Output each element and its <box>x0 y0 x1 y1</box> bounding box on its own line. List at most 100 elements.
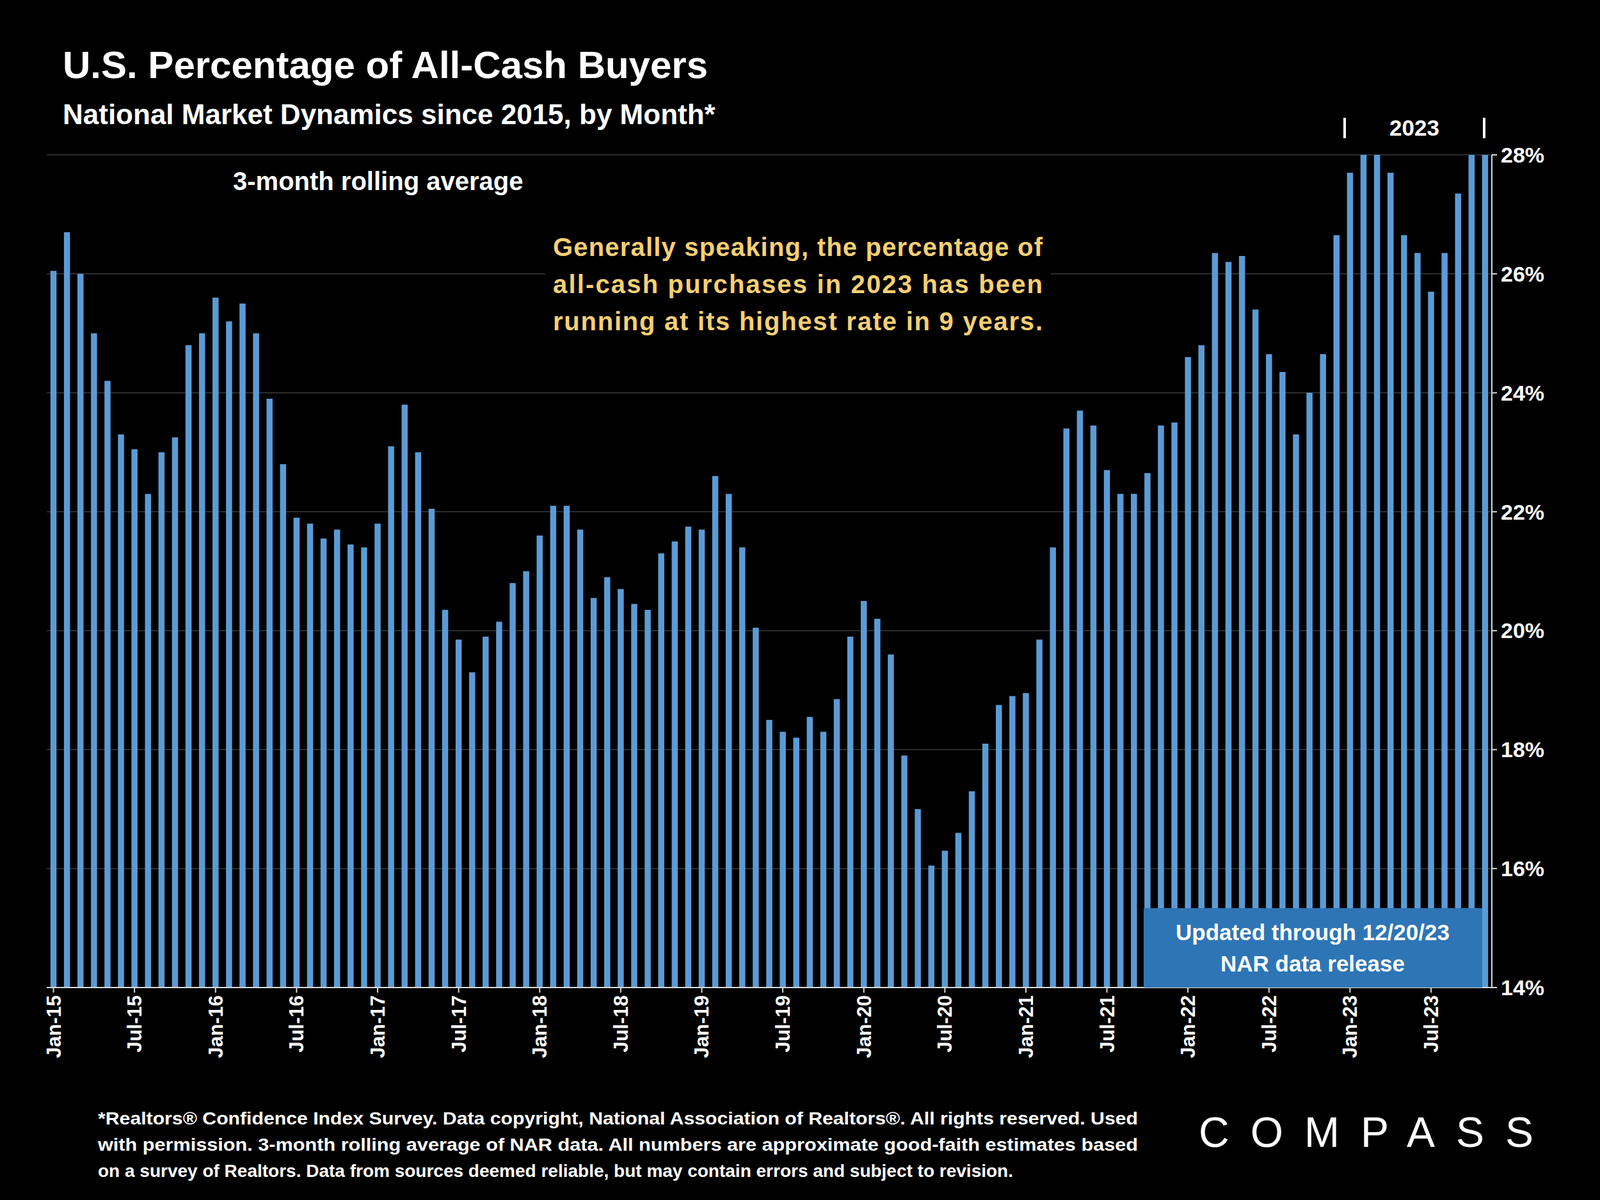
rolling-note: 3-month rolling average <box>232 167 523 196</box>
x-tick <box>295 987 297 993</box>
bar <box>887 654 895 988</box>
x-tick <box>458 987 460 993</box>
bar <box>779 731 786 988</box>
x-tick <box>1349 987 1351 993</box>
y-tick <box>1491 154 1497 156</box>
bar <box>1374 154 1381 988</box>
bar <box>1306 392 1313 988</box>
bar <box>415 452 422 988</box>
bar <box>820 731 827 988</box>
bar <box>199 333 206 988</box>
bar <box>955 832 962 988</box>
bar <box>1265 353 1273 988</box>
bar <box>1022 693 1030 988</box>
bar <box>766 720 773 988</box>
bar <box>1468 154 1476 988</box>
bar <box>874 618 881 988</box>
footnote: on a survey of Realtors. Data from sourc… <box>97 1160 1014 1181</box>
bar <box>185 344 192 988</box>
x-tick-label: Jan-21 <box>1015 995 1038 1058</box>
bar <box>252 333 260 988</box>
x-tick-label: Jan-17 <box>366 995 390 1058</box>
bar <box>347 544 354 988</box>
bar <box>428 508 436 988</box>
x-tick <box>1268 987 1270 993</box>
subtitle: National Market Dynamics since 2015, by … <box>62 98 717 130</box>
bar <box>685 526 692 988</box>
period-label: 2023 <box>1389 115 1440 141</box>
bar <box>1239 256 1246 988</box>
bar <box>1252 309 1259 988</box>
bar <box>158 452 166 988</box>
bar <box>563 505 571 988</box>
footnote: *Realtors® Confidence Index Survey. Data… <box>97 1108 1138 1129</box>
x-tick-label: Jan-19 <box>690 995 713 1058</box>
bar <box>442 609 449 988</box>
bar <box>360 547 368 988</box>
bar <box>1063 428 1071 988</box>
bar <box>860 600 868 988</box>
y-tick <box>1491 629 1497 632</box>
grid-line <box>46 154 1492 156</box>
grid-line <box>46 630 1492 632</box>
bar <box>1279 371 1286 988</box>
bar <box>1090 425 1097 988</box>
bar <box>1212 252 1219 988</box>
bar <box>307 523 314 988</box>
bar <box>482 636 489 988</box>
x-tick-label: Jul-23 <box>1420 995 1443 1053</box>
bar <box>577 529 584 988</box>
bar <box>104 380 111 988</box>
bar <box>172 437 179 988</box>
y-tick <box>1491 986 1497 989</box>
bar <box>657 553 665 988</box>
x-tick <box>1187 987 1189 993</box>
x-tick <box>376 987 379 993</box>
x-tick-label: Jan-23 <box>1338 995 1362 1058</box>
bar <box>942 850 949 988</box>
grid-line <box>46 511 1492 513</box>
x-tick <box>863 987 865 993</box>
bar <box>995 705 1003 988</box>
bar <box>1184 357 1192 988</box>
bar <box>833 698 841 988</box>
bar <box>631 604 638 988</box>
x-tick-label: Jan-22 <box>1176 995 1200 1058</box>
bar <box>212 297 219 988</box>
bar <box>50 270 57 988</box>
x-tick-label: Jan-16 <box>204 995 228 1058</box>
x-tick-label: Jan-15 <box>42 995 66 1058</box>
highlight-note: all-cash purchases in 2023 has been <box>552 270 1043 299</box>
title: U.S. Percentage of All-Cash Buyers <box>62 43 708 87</box>
grid-line <box>46 392 1492 394</box>
y-tick <box>1491 867 1497 870</box>
bar <box>739 547 746 988</box>
bar <box>1400 234 1408 988</box>
highlight-note: Generally speaking, the percentage of <box>552 232 1044 262</box>
bar <box>672 541 679 988</box>
x-tick <box>700 987 703 993</box>
x-tick <box>1025 987 1027 993</box>
x-tick-label: Jan-18 <box>528 995 552 1058</box>
bar <box>509 583 516 988</box>
y-tick <box>1491 748 1497 751</box>
x-tick <box>215 987 217 993</box>
bar <box>1171 422 1178 988</box>
bar <box>1427 291 1435 988</box>
bar <box>131 449 138 988</box>
footnote: with permission. 3-month rolling average… <box>97 1134 1138 1155</box>
bar <box>1482 154 1489 988</box>
x-tick <box>782 987 784 993</box>
bar <box>469 672 476 988</box>
bar <box>64 232 71 988</box>
bar <box>117 434 125 988</box>
y-tick <box>1491 511 1497 513</box>
bar <box>1347 172 1354 988</box>
bar <box>496 621 503 988</box>
x-tick <box>620 987 622 993</box>
bar <box>280 464 287 988</box>
bar <box>1414 252 1421 988</box>
bar <box>1441 252 1448 988</box>
x-tick-label: Jan-20 <box>853 995 876 1058</box>
bar <box>617 588 624 988</box>
